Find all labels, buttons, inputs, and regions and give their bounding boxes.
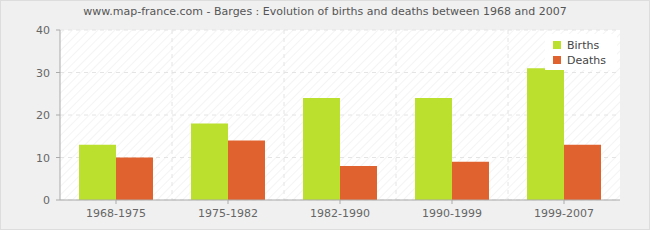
y-tick-label: 40 [36,24,50,37]
bar [303,98,340,200]
bar [564,145,601,200]
y-tick [56,157,60,158]
x-tick [228,200,229,204]
x-tick-label: 1999-2007 [534,207,594,220]
background [1,1,650,230]
x-tick-label: 1975-1982 [198,207,258,220]
y-tick [56,30,60,31]
x-tick-label: 1968-1975 [86,207,146,220]
bar [79,145,116,200]
bar [191,124,228,201]
legend-label: Deaths [567,54,606,67]
x-tick-label: 1982-1990 [310,207,370,220]
x-tick-label: 1990-1999 [422,207,482,220]
bar [116,158,153,201]
y-tick [56,115,60,116]
bar [452,162,489,200]
y-tick [56,72,60,73]
bar [340,166,377,200]
legend-swatch [553,41,561,49]
x-tick [340,200,341,204]
y-axis [60,30,61,200]
y-tick-label: 10 [36,152,50,165]
y-tick-label: 0 [43,194,50,207]
legend-box [545,34,617,70]
y-tick-label: 30 [36,67,50,80]
y-tick-label: 20 [36,109,50,122]
plot-area [60,30,620,200]
x-tick [452,200,453,204]
grid-line [60,30,620,31]
legend-label: Births [567,39,599,52]
y-tick [56,200,60,201]
bar [415,98,452,200]
chart-svg: 0 10 20 30 40 1968-1975 1975-1982 1982-1990 1990… [0,0,650,230]
x-tick [564,200,565,204]
title: www.map-france.com - Barges : Evolution … [83,5,566,18]
bars [79,68,601,200]
bar [228,141,265,201]
legend-swatch [553,56,561,64]
chart-container: 0 10 20 30 40 1968-1975 1975-1982 1982-1990 1990… [0,0,650,230]
x-tick [116,200,117,204]
bar [527,68,564,200]
